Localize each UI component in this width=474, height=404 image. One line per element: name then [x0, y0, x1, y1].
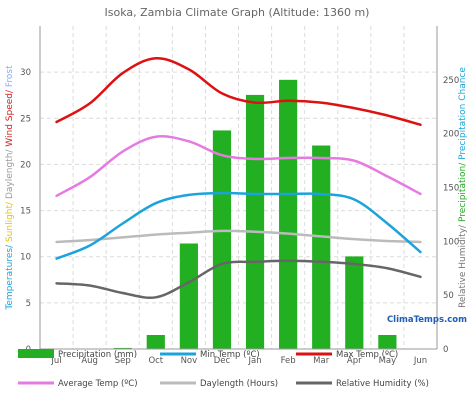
- x-tick-label: Apr: [347, 356, 362, 366]
- legend-label: Max Temp (ºC): [336, 350, 398, 360]
- left-tick-label: 30: [20, 68, 31, 78]
- legend-label: Daylength (Hours): [200, 379, 278, 389]
- right-tick-label: 50: [443, 291, 454, 301]
- x-tick-label: Dec: [214, 356, 231, 366]
- legend: Precipitation (mm) Min Temp (ºC) Max Temp …: [18, 349, 429, 389]
- axis-label-part: Sunlight/: [5, 201, 15, 245]
- left-tick-label: 10: [20, 253, 31, 263]
- series-lines: [55, 57, 422, 299]
- right-axis-title: Relative Humidity/ Precipitation/ Precip…: [458, 67, 468, 308]
- left-axis-title: Temperatures/ Sunlight/ Daylength/ Wind …: [5, 65, 15, 311]
- precipitation-bars: [113, 79, 397, 349]
- precipitation-bar: [245, 94, 265, 349]
- axis-label-part: Precipitation Chance: [458, 67, 468, 163]
- precipitation-bar: [312, 145, 331, 349]
- x-tick-label: Feb: [281, 356, 296, 366]
- left-tick-label: 15: [20, 207, 31, 217]
- right-tick-label: 0: [443, 345, 448, 355]
- grid: [39, 26, 438, 349]
- max-temp-line: [55, 57, 422, 126]
- precipitation-bar: [113, 347, 132, 349]
- precipitation-bar: [279, 79, 298, 349]
- right-tick-label: 250: [443, 76, 459, 86]
- left-tick-label: 25: [20, 114, 31, 124]
- legend-label: Min Temp (ºC): [200, 350, 260, 360]
- legend-label: Average Temp (ºC): [58, 379, 138, 389]
- right-tick-label: 150: [443, 184, 459, 194]
- x-tick-label: Jul: [50, 356, 61, 366]
- axis-label-part: Temperatures/: [5, 244, 15, 311]
- precipitation-bar: [146, 335, 165, 349]
- left-tick-label: 5: [26, 299, 31, 309]
- axis-label-part: Relative Humidity/: [458, 224, 468, 308]
- daylength-line: [55, 229, 422, 244]
- relative-humidity-line: [55, 259, 422, 299]
- axis-label-part: Frost: [5, 65, 15, 90]
- axis-label-part: Wind Speed/: [5, 89, 15, 150]
- legend-label: Relative Humidity (%): [336, 379, 429, 389]
- x-tick-label: Jun: [413, 356, 427, 366]
- x-tick-label: May: [379, 356, 397, 366]
- chart-title: Isoka, Zambia Climate Graph (Altitude: 1…: [105, 6, 370, 19]
- right-tick-label: 200: [443, 130, 459, 140]
- x-tick-label: Jan: [247, 356, 261, 366]
- right-tick-label: 100: [443, 237, 459, 247]
- x-tick-label: Oct: [148, 356, 163, 366]
- axes: 051015202530050100150200250JulAugSepOctN…: [20, 26, 459, 366]
- min-temp-line: [55, 191, 422, 260]
- x-tick-label: Mar: [313, 356, 330, 366]
- right-axis-label: Relative Humidity/ Precipitation/ Precip…: [458, 67, 468, 308]
- x-tick-label: Aug: [81, 356, 98, 366]
- x-tick-label: Sep: [115, 356, 131, 366]
- left-axis-label: Temperatures/ Sunlight/ Daylength/ Wind …: [5, 65, 15, 311]
- average-temp-line: [55, 135, 422, 198]
- watermark-text: ClimaTemps.com: [387, 315, 467, 325]
- axis-label-part: Daylength/: [5, 149, 15, 202]
- precipitation-bar: [345, 256, 364, 349]
- legend-label: Precipitation (mm): [58, 350, 137, 360]
- precipitation-bar: [378, 335, 397, 349]
- x-tick-label: Nov: [181, 356, 198, 366]
- legend-swatch-bar: [18, 349, 54, 358]
- precipitation-bar: [212, 130, 232, 349]
- precipitation-bar: [179, 243, 198, 349]
- left-tick-label: 20: [20, 160, 31, 170]
- axis-label-part: Precipitation/: [458, 162, 468, 225]
